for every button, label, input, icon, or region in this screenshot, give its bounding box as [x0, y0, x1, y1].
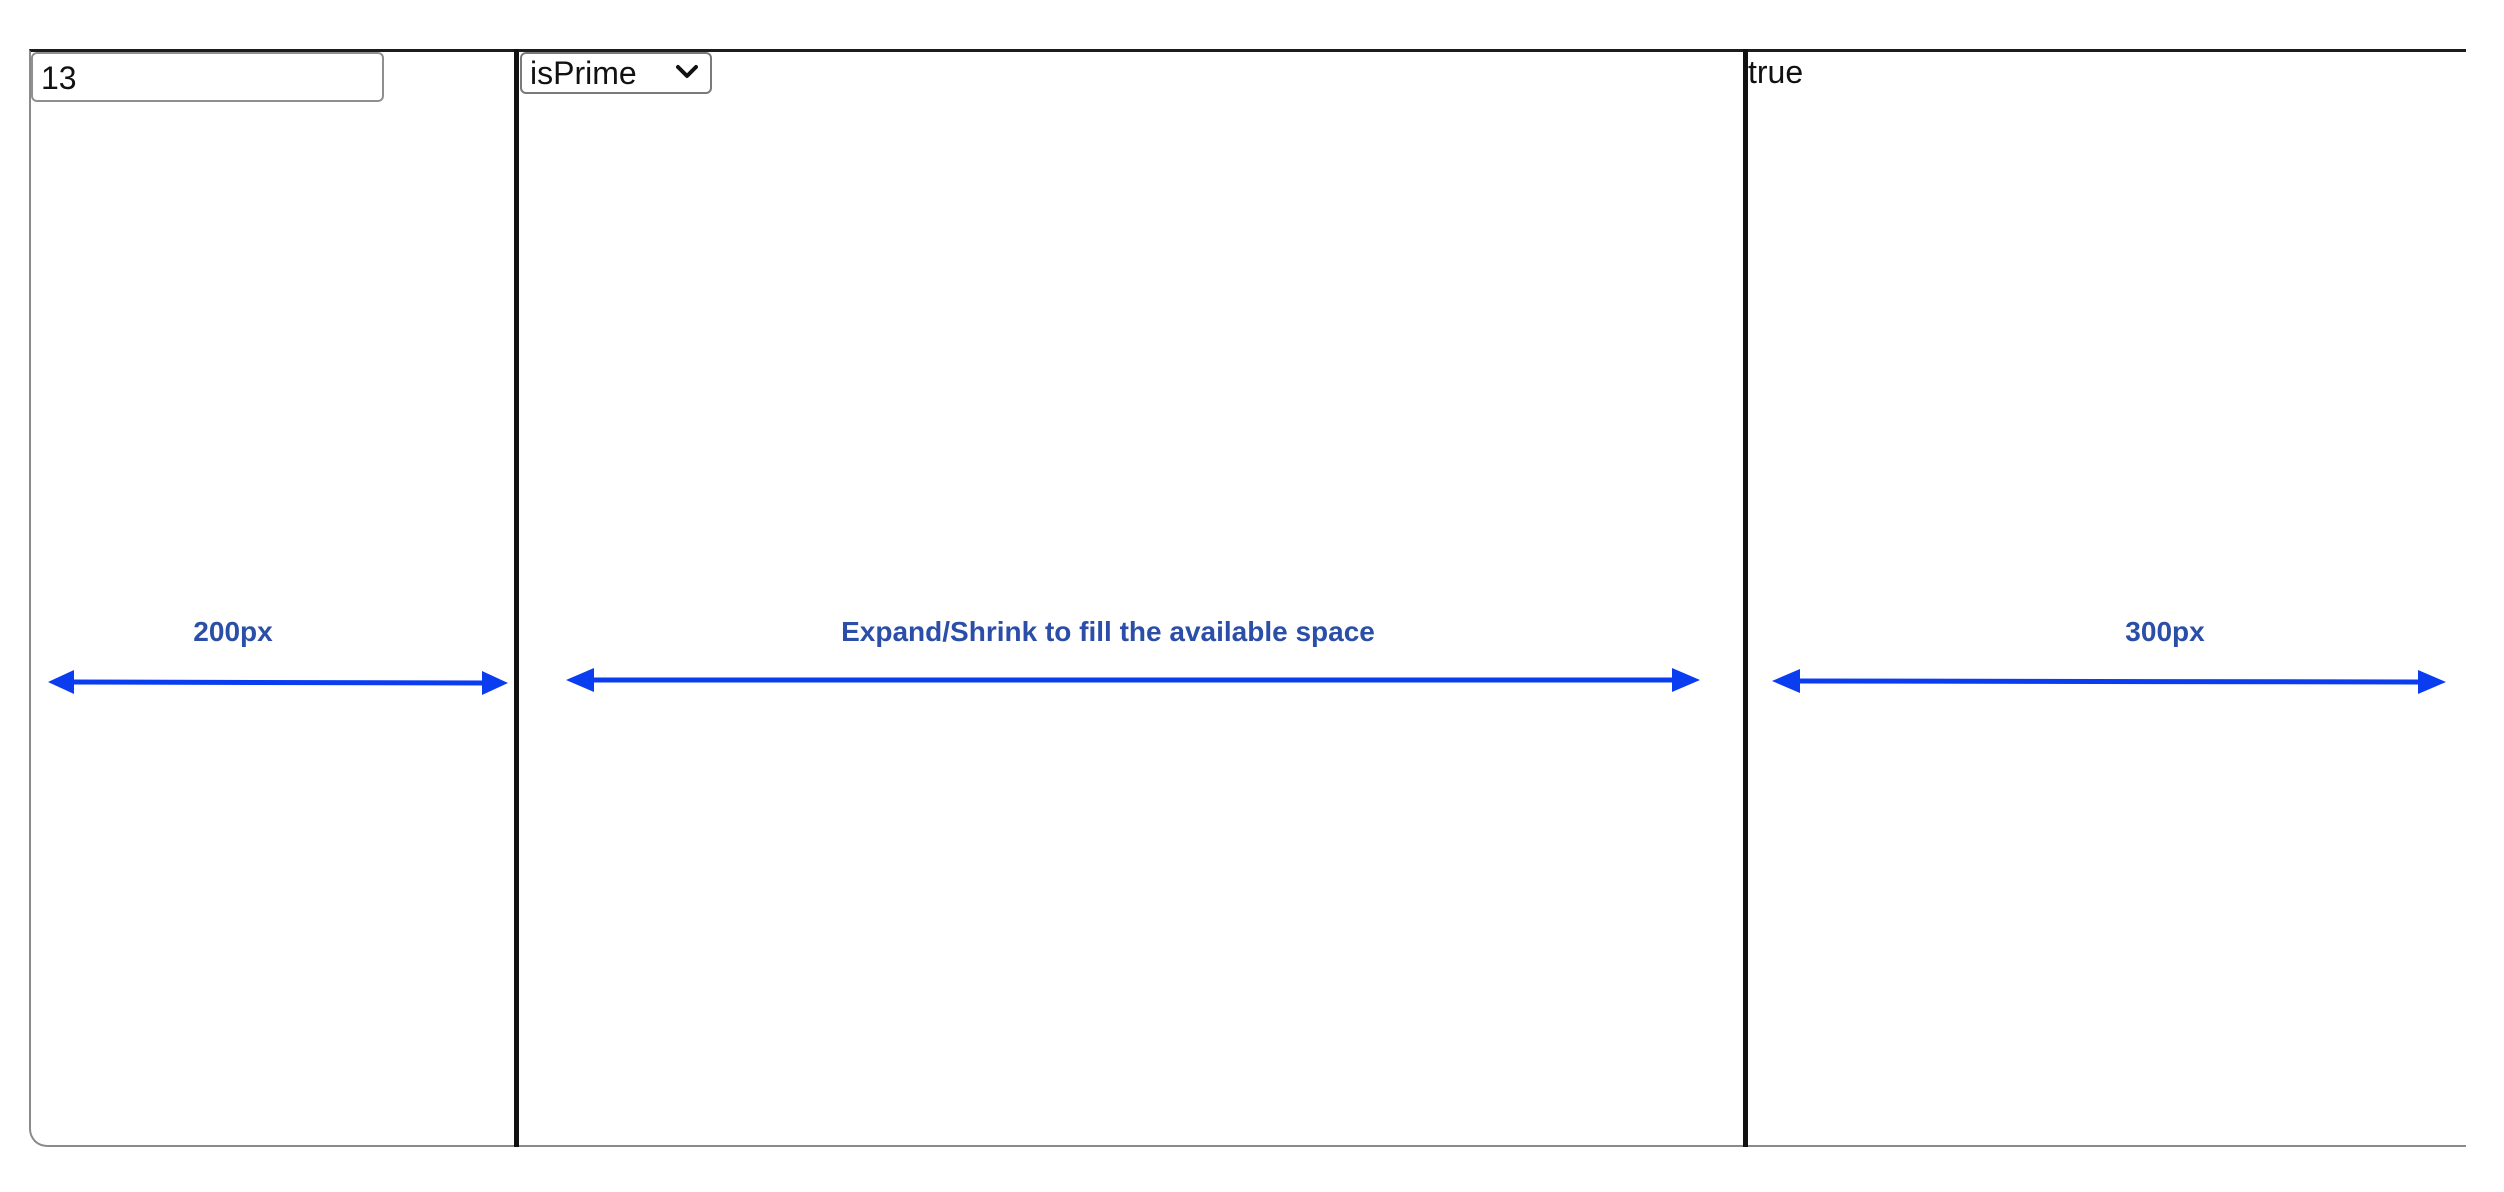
- number-input[interactable]: [31, 52, 384, 102]
- layout-frame: [29, 49, 2466, 1147]
- column-divider-right: [1743, 49, 1748, 1147]
- left-width-arrow: [48, 670, 508, 695]
- middle-panel: isPrime: [519, 52, 1743, 1147]
- function-select[interactable]: isPrime: [520, 52, 712, 94]
- chevron-down-icon: [676, 65, 698, 78]
- right-width-arrow: [1772, 669, 2446, 694]
- left-width-label: 200px: [193, 616, 273, 647]
- right-panel: true: [1748, 52, 2466, 1147]
- middle-width-arrow: [566, 668, 1700, 692]
- column-divider-left: [514, 49, 519, 1147]
- function-select-value: isPrime: [530, 55, 637, 91]
- middle-width-label: Expand/Shrink to fill the available spac…: [841, 616, 1375, 647]
- result-output: true: [1748, 54, 1804, 90]
- right-width-label: 300px: [2125, 616, 2205, 647]
- left-panel: [31, 52, 514, 1147]
